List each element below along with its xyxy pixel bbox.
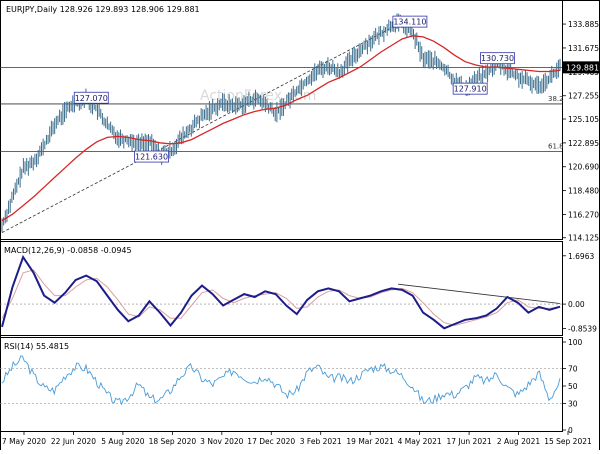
annotation-box-4 xyxy=(452,82,488,95)
x-tick-label: 3 Nov 2020 xyxy=(200,437,243,446)
macd-trendline xyxy=(398,283,561,304)
y-tick-label: 120.690 xyxy=(568,163,599,172)
annotation-box-2 xyxy=(392,15,428,28)
y-tick-label: 114.125 xyxy=(568,234,599,243)
y-tick-label: 30 xyxy=(568,400,578,409)
price-levels: 38.2 61.8 xyxy=(0,66,564,152)
rsi-line xyxy=(1,355,561,406)
rsi-panel-frame xyxy=(0,337,563,432)
rsi-panel-title: RSI(14) 55.4815 xyxy=(4,342,69,351)
x-tick-label: 3 Feb 2021 xyxy=(300,437,342,446)
y-tick-label: 131.675 xyxy=(568,44,599,53)
last-price-label: 129.881 xyxy=(566,63,599,72)
y-tick-label: -0.8539 xyxy=(568,324,597,333)
x-tick-label: 22 Jun 2020 xyxy=(51,437,96,446)
y-tick-label: 116.270 xyxy=(568,211,599,220)
price-panel-frame xyxy=(0,0,563,240)
level-label-0: 38.2 xyxy=(548,95,564,103)
y-tick-label: 125.105 xyxy=(568,115,599,124)
annotation-box-0 xyxy=(73,91,109,104)
x-tick-label: 17 Jun 2021 xyxy=(447,437,492,446)
annotation-box-3 xyxy=(480,52,515,65)
last-price-tag xyxy=(563,61,599,74)
price-trendline-line xyxy=(1,18,410,233)
macd-series xyxy=(0,254,562,330)
level-label-1: 61.8 xyxy=(548,142,564,150)
annotation-label-2: 134.110 xyxy=(393,18,426,27)
y-tick-label: 127.255 xyxy=(568,92,599,101)
y-tick-label: 70 xyxy=(568,364,578,373)
price-panel-title: EURJPY,Daily 128.926 129.893 128.906 129… xyxy=(6,5,200,14)
y-tick-label: 100 xyxy=(568,338,583,347)
y-tick-label: 122.895 xyxy=(568,139,599,148)
macd-line xyxy=(1,254,561,330)
y-tick-label: 50 xyxy=(568,382,578,391)
x-tick-label: 19 Mar 2021 xyxy=(346,437,394,446)
macd-panel-frame xyxy=(0,241,563,336)
price-annotations: 127.070 121.630 134.110 130.730 127.910 xyxy=(73,15,515,163)
x-tick-label: 2 Aug 2021 xyxy=(497,437,540,446)
rsi-panel xyxy=(0,337,563,432)
x-tick-label: 15 Sep 2021 xyxy=(544,437,592,446)
x-tick-label: 7 May 2020 xyxy=(2,437,46,446)
annotation-box-1 xyxy=(134,150,169,163)
macd-panel-title: MACD(12,26,9) -0.0858 -0.0945 xyxy=(4,246,132,255)
x-axis-ticks: 7 May 2020 22 Jun 2020 5 Aug 2020 18 Sep 20… xyxy=(2,431,592,446)
sma-line xyxy=(1,35,561,222)
annotation-label-3: 130.730 xyxy=(481,54,514,63)
annotation-label-1: 121.630 xyxy=(135,153,168,162)
macd-signal-line xyxy=(1,269,561,327)
x-tick-label: 18 Sep 2020 xyxy=(149,437,197,446)
y-tick-label: 133.885 xyxy=(568,20,599,29)
x-tick-label: 17 Dec 2020 xyxy=(247,437,295,446)
y-tick-label: 0.00 xyxy=(568,300,585,309)
y-tick-label: 0 xyxy=(568,426,573,435)
x-tick-label: 4 May 2021 xyxy=(398,437,442,446)
annotation-label-4: 127.910 xyxy=(454,85,487,94)
annotation-label-0: 127.070 xyxy=(75,94,108,103)
price-series xyxy=(1,13,561,233)
rsi-series xyxy=(0,355,562,406)
sma-series xyxy=(1,35,561,222)
y-axis-ticks: 133.885131.675129.465127.255125.105122.8… xyxy=(562,20,599,435)
price-trendline xyxy=(1,18,410,233)
x-tick-label: 5 Aug 2020 xyxy=(101,437,144,446)
macd-panel xyxy=(0,241,563,336)
y-tick-label: 1.6963 xyxy=(568,252,594,261)
y-tick-label: 118.480 xyxy=(568,187,599,196)
